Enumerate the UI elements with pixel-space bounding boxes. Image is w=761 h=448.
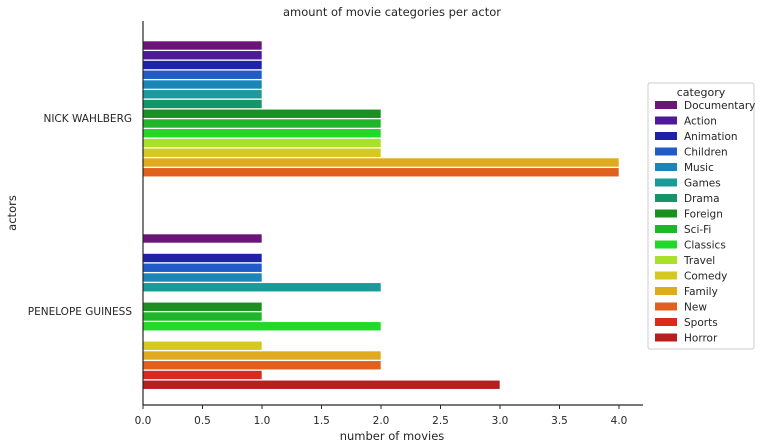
legend-label: Foreign	[684, 209, 723, 221]
x-axis-title: number of movies	[340, 429, 445, 443]
legend-label: Action	[684, 116, 717, 128]
y-tick-label: NICK WAHLBERG	[43, 113, 132, 125]
bar-nick-wahlberg-new	[142, 167, 620, 178]
y-ticks-group: NICK WAHLBERG PENELOPE GUINESS	[28, 113, 133, 318]
legend-swatch	[655, 240, 677, 249]
legend-label: Sci-Fi	[684, 224, 711, 236]
legend-label: Music	[684, 162, 714, 174]
x-tick-label: 2.5	[432, 415, 449, 427]
x-tick-label: 0.5	[194, 415, 211, 427]
bar-penelope-guiness-animation	[142, 253, 263, 263]
legend-items: Documentary Action Animation Children Music G…	[655, 100, 755, 345]
bar-nick-wahlberg-animation	[142, 60, 263, 70]
bar-penelope-guiness-comedy	[142, 340, 263, 351]
bar-penelope-guiness-documentary	[142, 233, 263, 244]
legend-swatch	[655, 163, 677, 171]
legend-swatch	[655, 225, 677, 233]
bar-nick-wahlberg-foreign	[142, 108, 382, 119]
bar-penelope-guiness-children	[142, 262, 263, 273]
bar-nick-wahlberg-classics	[142, 128, 382, 139]
legend: category Documentary Action Animation Child…	[647, 82, 755, 350]
bar-penelope-guiness-foreign	[142, 301, 263, 312]
legend-swatch	[655, 302, 677, 311]
legend-label: Games	[684, 178, 721, 190]
legend-label: Animation	[684, 131, 738, 143]
bar-nick-wahlberg-games	[142, 89, 263, 100]
x-tick-label: 1.5	[313, 415, 330, 427]
bar-nick-wahlberg-comedy	[142, 147, 382, 158]
legend-label: Travel	[683, 255, 715, 267]
chart-title: amount of movie categories per actor	[283, 5, 501, 19]
bar-nick-wahlberg-family	[142, 157, 620, 168]
bar-penelope-guiness-sci-fi	[142, 311, 263, 322]
legend-label: Classics	[684, 240, 726, 252]
bar-nick-wahlberg-music	[142, 79, 263, 90]
legend-swatch	[655, 318, 677, 326]
legend-label: Children	[684, 147, 728, 159]
bar-penelope-guiness-music	[142, 272, 263, 283]
legend-label: Family	[684, 286, 718, 298]
legend-swatch	[655, 209, 677, 218]
legend-label: Documentary	[684, 100, 755, 112]
bar-penelope-guiness-sports	[142, 370, 263, 380]
legend-label: Sports	[684, 317, 718, 329]
x-tick-label: 3.0	[492, 415, 509, 427]
bars-group	[142, 40, 620, 390]
legend-swatch	[655, 271, 677, 280]
legend-label: New	[684, 302, 707, 314]
legend-title: category	[677, 86, 726, 99]
bar-penelope-guiness-horror	[142, 379, 501, 390]
bar-penelope-guiness-classics	[142, 321, 382, 332]
legend-label: Horror	[684, 333, 718, 345]
legend-swatch	[655, 132, 677, 140]
y-axis-title: actors	[5, 195, 19, 231]
y-tick-label: PENELOPE GUINESS	[28, 306, 133, 318]
x-tick-label: 0.0	[135, 415, 152, 427]
x-tick-label: 2.0	[373, 415, 390, 427]
bar-penelope-guiness-new	[142, 360, 382, 371]
legend-swatch	[655, 101, 677, 109]
legend-swatch	[655, 178, 677, 187]
legend-swatch	[655, 287, 677, 295]
x-tick-label: 3.5	[551, 415, 568, 427]
legend-swatch	[655, 147, 677, 156]
bar-nick-wahlberg-documentary	[142, 40, 263, 51]
bar-nick-wahlberg-drama	[142, 99, 263, 109]
legend-swatch	[655, 333, 677, 342]
legend-swatch	[655, 256, 677, 264]
bar-penelope-guiness-games	[142, 282, 382, 293]
legend-label: Comedy	[684, 271, 727, 283]
x-ticks-group: 0.0 0.5 1.0 1.5 2.0 2.5 3.0 3.5 4.0	[135, 405, 628, 427]
legend-label: Drama	[684, 193, 720, 205]
x-tick-label: 1.0	[254, 415, 271, 427]
bar-nick-wahlberg-action	[142, 50, 263, 61]
x-tick-label: 4.0	[611, 415, 628, 427]
bar-nick-wahlberg-sci-fi	[142, 118, 382, 129]
legend-swatch	[655, 194, 677, 202]
bar-penelope-guiness-family	[142, 350, 382, 361]
bar-nick-wahlberg-children	[142, 69, 263, 80]
bar-nick-wahlberg-travel	[142, 138, 382, 148]
legend-swatch	[655, 116, 677, 125]
